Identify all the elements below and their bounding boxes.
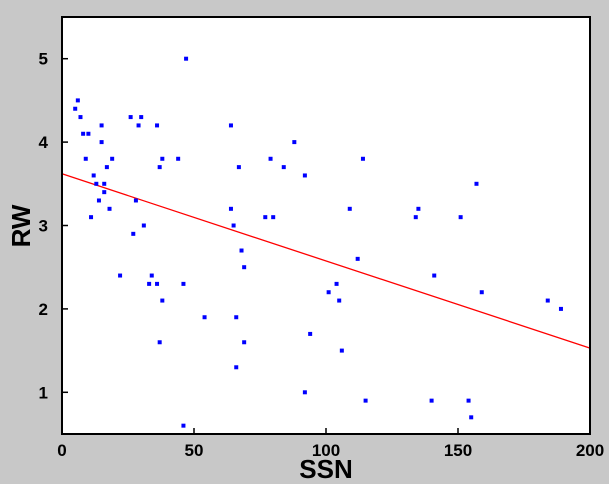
data-point [136, 123, 141, 128]
data-point [271, 215, 276, 220]
data-point [118, 273, 123, 278]
data-point [75, 98, 80, 103]
data-point [102, 190, 107, 195]
data-point [202, 315, 207, 320]
y-tick-label: 2 [39, 300, 48, 319]
data-point [545, 298, 550, 303]
data-point [73, 106, 78, 111]
data-point [89, 215, 94, 220]
data-point [416, 206, 421, 211]
data-point [268, 156, 273, 161]
data-point [558, 306, 563, 311]
data-point [110, 156, 115, 161]
y-tick-label: 3 [39, 217, 48, 236]
data-point [176, 156, 181, 161]
data-point [242, 265, 247, 270]
data-point [334, 281, 339, 286]
data-point [94, 181, 99, 186]
data-point [141, 223, 146, 228]
data-point [86, 131, 91, 136]
x-axis-ticks: 0 50 100 150 200 [57, 428, 604, 460]
data-point [413, 215, 418, 220]
data-point [479, 290, 484, 295]
data-point [236, 165, 241, 170]
data-point [83, 156, 88, 161]
data-point [429, 398, 434, 403]
data-point [160, 156, 165, 161]
data-point [231, 223, 236, 228]
data-point [107, 206, 112, 211]
data-point [234, 365, 239, 370]
data-point [292, 140, 297, 145]
data-point [469, 415, 474, 420]
data-point [466, 398, 471, 403]
data-point [263, 215, 268, 220]
data-point [184, 56, 189, 61]
data-point [326, 290, 331, 295]
data-point [139, 115, 144, 120]
y-tick-label: 1 [39, 383, 48, 402]
data-point [99, 123, 104, 128]
y-axis-ticks: 1 2 3 4 5 [39, 50, 68, 402]
x-tick-label: 200 [576, 441, 604, 460]
data-point [91, 173, 96, 178]
data-point [81, 131, 86, 136]
data-point [302, 173, 307, 178]
data-point [181, 423, 186, 428]
x-tick-label: 100 [312, 441, 340, 460]
x-tick-label: 0 [57, 441, 66, 460]
data-point [131, 231, 136, 236]
data-point [149, 273, 154, 278]
data-point [160, 298, 165, 303]
data-point [128, 115, 133, 120]
data-point [102, 181, 107, 186]
data-point [155, 123, 160, 128]
data-point [242, 340, 247, 345]
data-point [99, 140, 104, 145]
data-point [432, 273, 437, 278]
plot-background [62, 17, 590, 434]
points-layer [73, 56, 563, 428]
data-point [96, 198, 101, 203]
data-point [228, 206, 233, 211]
data-point [78, 115, 83, 120]
data-point [302, 390, 307, 395]
data-point [360, 156, 365, 161]
data-point [155, 281, 160, 286]
data-point [339, 348, 344, 353]
data-point [458, 215, 463, 220]
data-point [181, 281, 186, 286]
data-point [157, 165, 162, 170]
y-tick-label: 5 [39, 50, 48, 69]
data-point [147, 281, 152, 286]
data-point [363, 398, 368, 403]
y-axis-title: RW [6, 204, 36, 247]
data-point [104, 165, 109, 170]
data-point [234, 315, 239, 320]
x-axis-title: SSN [299, 454, 352, 484]
data-point [474, 181, 479, 186]
y-tick-label: 4 [39, 133, 49, 152]
regression-line [61, 173, 591, 349]
data-point [228, 123, 233, 128]
data-point [281, 165, 286, 170]
data-point [347, 206, 352, 211]
x-tick-label: 50 [185, 441, 204, 460]
data-point [239, 248, 244, 253]
data-point [133, 198, 138, 203]
x-tick-label: 150 [444, 441, 472, 460]
data-point [308, 331, 313, 336]
fit-line-layer [61, 173, 591, 349]
data-point [157, 340, 162, 345]
data-point [337, 298, 342, 303]
data-point [355, 256, 360, 261]
